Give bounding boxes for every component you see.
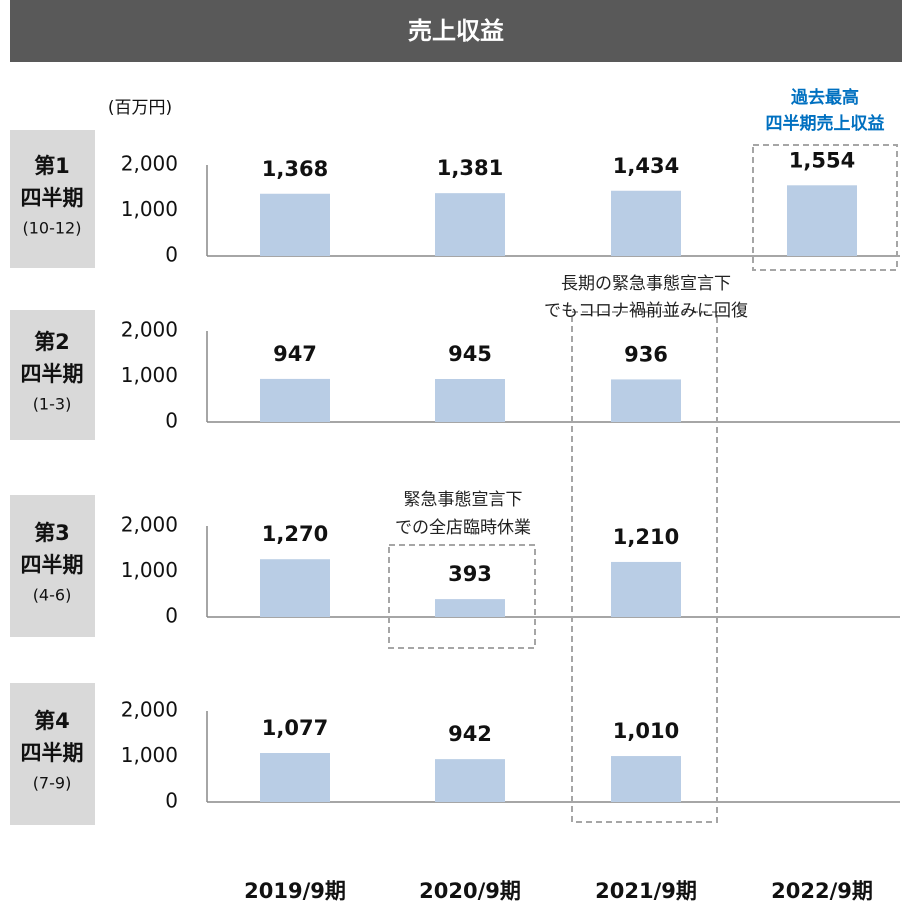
value-label: 936 xyxy=(624,342,668,366)
panel-label: 四半期 xyxy=(21,186,84,210)
value-label: 1,381 xyxy=(437,156,503,180)
value-label: 1,270 xyxy=(262,522,328,546)
annotation-text: 過去最高 xyxy=(791,87,859,108)
panel-label: 四半期 xyxy=(21,741,84,765)
y-tick-label: 0 xyxy=(165,604,178,628)
x-tick-label: 2019/9期 xyxy=(244,879,346,903)
y-tick-label: 2,000 xyxy=(121,318,178,342)
panel-label: 第3 xyxy=(34,521,70,545)
value-label: 947 xyxy=(273,342,317,366)
annotation-text: での全店臨時休業 xyxy=(395,518,531,538)
annotation-text: でもコロナ禍前並みに回復 xyxy=(544,301,748,321)
title-bar xyxy=(10,0,902,62)
panel-period: (7-9) xyxy=(33,774,72,793)
y-tick-label: 1,000 xyxy=(121,743,178,767)
panel-label-box xyxy=(10,130,95,268)
value-label: 1,434 xyxy=(613,154,679,178)
annotation-box xyxy=(388,544,536,649)
annotation-text: 緊急事態宣言下 xyxy=(404,490,523,510)
annotation-text: 長期の緊急事態宣言下 xyxy=(561,274,731,294)
bar xyxy=(260,752,330,802)
value-label: 1,368 xyxy=(262,157,328,181)
bar xyxy=(435,759,505,802)
bar xyxy=(435,599,505,617)
panel-label-box xyxy=(10,495,95,637)
bar xyxy=(611,561,681,617)
y-tick-label: 0 xyxy=(165,243,178,267)
panel-label: 第1 xyxy=(34,154,70,178)
unit-label: (百万円) xyxy=(108,98,172,118)
panel-period: (10-12) xyxy=(23,219,82,238)
bar xyxy=(611,756,681,802)
annotation-box xyxy=(571,311,718,823)
panel-label-box xyxy=(10,683,95,825)
bar xyxy=(611,190,681,256)
y-tick-label: 2,000 xyxy=(121,513,178,537)
panel-label-box xyxy=(10,310,95,440)
value-label: 942 xyxy=(448,722,492,746)
y-tick-label: 0 xyxy=(165,789,178,813)
y-tick-label: 1,000 xyxy=(121,558,178,582)
x-tick-label: 2022/9期 xyxy=(771,879,873,903)
annotation-box xyxy=(752,144,898,271)
panel-label: 第4 xyxy=(34,709,70,733)
bar xyxy=(611,379,681,422)
y-tick-label: 2,000 xyxy=(121,698,178,722)
value-label: 393 xyxy=(448,562,492,586)
panel-label: 第2 xyxy=(34,330,70,354)
value-label: 1,077 xyxy=(262,716,328,740)
panel-period: (1-3) xyxy=(33,395,72,414)
bar xyxy=(787,185,857,256)
y-tick-label: 1,000 xyxy=(121,363,178,387)
value-label: 1,554 xyxy=(789,148,855,172)
bar xyxy=(435,379,505,422)
panel-label: 四半期 xyxy=(21,362,84,386)
bar xyxy=(260,378,330,422)
value-label: 1,010 xyxy=(613,719,679,743)
bar xyxy=(260,559,330,617)
annotation-text: 四半期売上収益 xyxy=(766,113,885,134)
y-tick-label: 1,000 xyxy=(121,197,178,221)
y-tick-label: 0 xyxy=(165,409,178,433)
value-label: 945 xyxy=(448,342,492,366)
x-tick-label: 2021/9期 xyxy=(595,879,697,903)
x-tick-label: 2020/9期 xyxy=(419,879,521,903)
value-label: 1,210 xyxy=(613,525,679,549)
panel-period: (4-6) xyxy=(33,586,72,605)
panel-label: 四半期 xyxy=(21,553,84,577)
bar xyxy=(435,193,505,256)
y-tick-label: 2,000 xyxy=(121,152,178,176)
bar xyxy=(260,193,330,256)
chart-title: 売上収益 xyxy=(408,17,504,45)
